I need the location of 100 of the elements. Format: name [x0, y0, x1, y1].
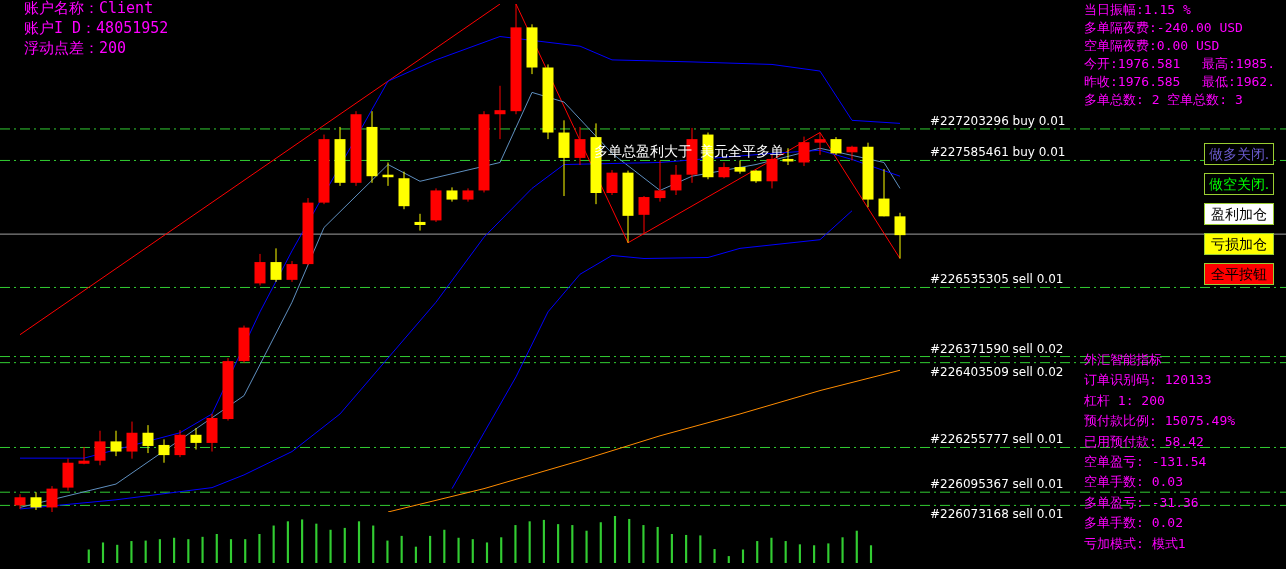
bar	[386, 540, 389, 563]
text: 空单隔夜费:0.00 USD	[1084, 38, 1220, 54]
text: 空单盈亏: -131.54	[1084, 454, 1207, 470]
ref-line-label: #227585461 buy 0.01	[930, 145, 1066, 160]
bar	[101, 542, 105, 563]
annotation: 账户I D：48051952	[24, 19, 169, 37]
candlestick	[846, 145, 858, 161]
bar	[343, 527, 346, 563]
bar	[756, 541, 759, 563]
candlestick	[110, 430, 122, 457]
bar	[443, 529, 446, 563]
ref-line-label: #226095367 sell 0.01	[930, 477, 1064, 492]
ref-line-label: #226535305 sell 0.01	[930, 272, 1064, 287]
bar	[770, 537, 773, 563]
bar	[429, 535, 432, 563]
candlestick	[190, 427, 202, 451]
bar	[116, 544, 119, 563]
bar	[500, 537, 503, 563]
bar	[741, 549, 745, 563]
candlestick	[14, 493, 26, 510]
bar	[485, 542, 489, 563]
bar	[244, 539, 247, 563]
text: 预付款比例: 15075.49%	[1084, 413, 1236, 430]
text: 昨收:1976.585	[1084, 74, 1181, 90]
bar	[372, 525, 375, 563]
bar	[457, 537, 460, 563]
text: 多单总数: 2 空单总数: 3	[1084, 92, 1243, 108]
bar	[727, 556, 730, 563]
bar	[869, 545, 873, 563]
bar	[528, 521, 531, 563]
bar	[87, 549, 90, 563]
text: 已用预付款: 58.42	[1084, 433, 1204, 450]
text: 多单手数: 0.02	[1084, 515, 1183, 532]
candlestick	[894, 212, 906, 260]
text: 订单识别码: 120133	[1084, 372, 1212, 389]
bar	[315, 523, 318, 563]
bar	[656, 526, 659, 563]
text: 全平按钮	[1204, 263, 1274, 285]
candlestick	[142, 424, 154, 454]
bar	[571, 525, 574, 563]
bar	[286, 521, 289, 563]
ref-line-label: #226371590 sell 0.02	[930, 341, 1064, 356]
candlestick	[126, 421, 138, 460]
annotation: 账户名称：Client	[24, 0, 154, 17]
bar	[414, 546, 417, 563]
candlestick	[174, 429, 186, 458]
text: 最低:1962.	[1202, 74, 1275, 90]
text: 最高:1985.	[1202, 56, 1275, 72]
bar	[685, 534, 688, 563]
bar	[557, 524, 560, 563]
candlestick	[254, 253, 266, 286]
bar	[400, 535, 403, 563]
candlestick	[798, 136, 810, 167]
annotation: 浮动点差：200	[24, 39, 127, 57]
bar	[215, 534, 218, 563]
bar	[187, 539, 190, 563]
candlestick	[878, 168, 890, 217]
bar	[542, 519, 545, 563]
bar	[855, 530, 858, 563]
ref-line-label: #226073168 sell 0.01	[930, 507, 1064, 522]
bar	[301, 519, 304, 563]
text: 当日振幅:1.15 %	[1084, 2, 1191, 18]
candlestick	[734, 159, 746, 175]
text: 做多关闭.	[1204, 143, 1274, 165]
bar	[699, 535, 702, 563]
bar	[670, 534, 673, 563]
bar	[329, 529, 332, 563]
bar	[813, 545, 816, 563]
ref-line-label: #226403509 sell 0.02	[930, 364, 1064, 379]
candlestick	[286, 260, 298, 283]
candlestick	[494, 85, 506, 140]
bar	[798, 544, 801, 563]
bar	[642, 525, 645, 563]
text: 亏加模式: 模式1	[1084, 535, 1186, 552]
candlestick	[814, 132, 826, 156]
bar	[130, 541, 133, 563]
bar	[628, 518, 631, 563]
bar	[158, 539, 161, 563]
bar	[784, 541, 787, 563]
bar	[201, 536, 204, 563]
text: 空单手数: 0.03	[1084, 474, 1183, 491]
bar	[144, 540, 147, 563]
candlestick	[78, 446, 90, 465]
bar	[713, 549, 716, 563]
bar	[827, 543, 830, 563]
bar	[514, 525, 517, 563]
text: 亏损加仓	[1204, 233, 1274, 255]
text: 今开:1976.581	[1084, 56, 1181, 72]
text: 多单隔夜费:-240.00 USD	[1084, 20, 1243, 36]
candlestick	[606, 169, 618, 196]
text: 盈利加仓	[1204, 203, 1274, 225]
bar	[471, 539, 474, 563]
text: 做空关闭.	[1204, 173, 1274, 195]
ref-line-label: #226255777 sell 0.01	[930, 432, 1064, 447]
ref-line-label: #227203296 buy 0.01	[930, 113, 1066, 128]
candlestick	[654, 159, 666, 203]
bar	[357, 521, 361, 563]
bar	[173, 537, 176, 563]
candlestick	[670, 164, 682, 196]
bar	[585, 530, 588, 563]
